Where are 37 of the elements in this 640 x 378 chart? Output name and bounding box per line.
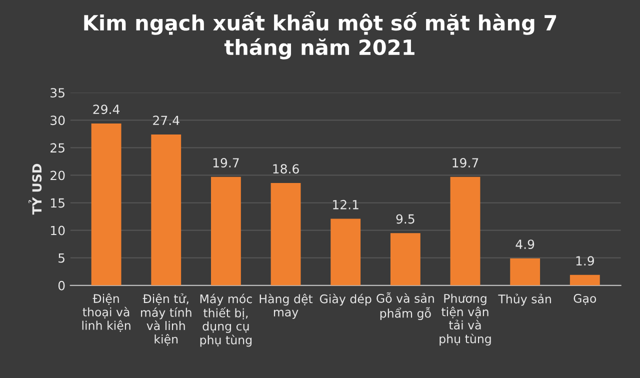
y-tick-label: 5 [58,253,64,263]
data-label: 19.7 [213,158,239,168]
y-axis-title: TỶ USD [28,164,42,215]
data-label: 4.9 [516,240,534,250]
data-label: 29.4 [93,104,120,114]
x-tick-label: Gỗ và sản phẩm gỗ [376,292,434,320]
x-tick-label: Phương tiện vận tải và phụ tùng [440,294,491,346]
bar [270,182,301,286]
bar [570,274,600,286]
data-label: 1.9 [576,256,594,266]
bar [151,134,182,286]
data-label: 19.7 [452,158,478,168]
y-tick-label: 25 [50,143,64,153]
y-tick-label: 0 [58,280,65,290]
y-tick-label: 15 [51,198,64,208]
x-tick-label: Thủy sản [498,294,551,306]
y-tick-label: 35 [50,88,64,98]
bar [510,258,540,286]
data-label: 18.6 [273,164,299,174]
x-tick-label: Giày dép [320,294,372,306]
bar [91,123,122,286]
y-tick-label: 20 [50,170,65,180]
chart-title: Kim ngạch xuất khẩu một số mặt hàng 7 tháng năm 2021 [84,11,556,60]
data-label: 12.1 [333,200,358,210]
y-tick-label: 30 [50,116,65,126]
bar [330,218,361,286]
bar [390,233,420,286]
x-tick-label: Hàng dệt may [260,294,313,319]
x-tick-label: Máy móc thiết bị, dụng cụ phụ tùng [200,294,252,347]
bar [450,176,480,286]
bar [210,176,241,286]
y-tick-label: 10 [51,226,65,236]
x-tick-label: Gạo [574,294,596,305]
x-tick-label: Điện thoại và linh kiện [82,293,130,332]
data-label: 9.5 [396,214,414,224]
x-tick-label: Điện tử, máy tính và linh kiện [141,293,192,346]
data-label: 27.4 [153,116,180,125]
